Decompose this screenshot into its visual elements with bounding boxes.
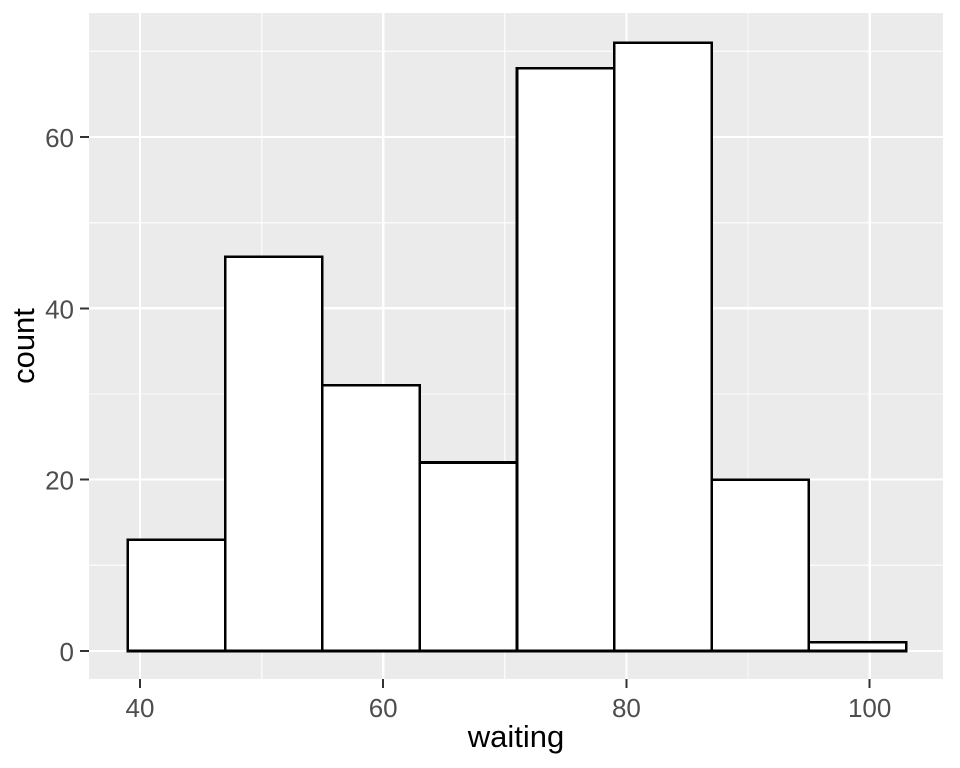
histogram-bar	[612, 41, 713, 653]
x-tick-label: 40	[125, 693, 154, 723]
y-axis-title: count	[6, 308, 41, 384]
x-axis-tick-labels: 40 60 80 100	[125, 693, 891, 723]
y-axis-tick-labels: 0 20 40 60	[45, 123, 74, 667]
histogram-bar	[321, 384, 421, 653]
x-tick-label: 80	[612, 693, 641, 723]
x-tick-label: 60	[369, 693, 398, 723]
histogram-bar	[710, 478, 811, 653]
y-tick-label: 20	[45, 466, 74, 496]
y-tick-label: 0	[60, 637, 74, 667]
histogram-bar	[807, 641, 908, 653]
histogram-bar	[418, 461, 519, 653]
histogram-bars	[126, 41, 908, 653]
y-tick-label: 40	[45, 294, 74, 324]
histogram-bar	[223, 255, 324, 653]
axis-tick-marks	[80, 135, 871, 688]
histogram-bar	[515, 67, 616, 653]
histogram-bar	[126, 538, 227, 653]
x-tick-label: 100	[848, 693, 891, 723]
x-axis-title: waiting	[467, 719, 565, 754]
y-tick-label: 60	[45, 123, 74, 153]
